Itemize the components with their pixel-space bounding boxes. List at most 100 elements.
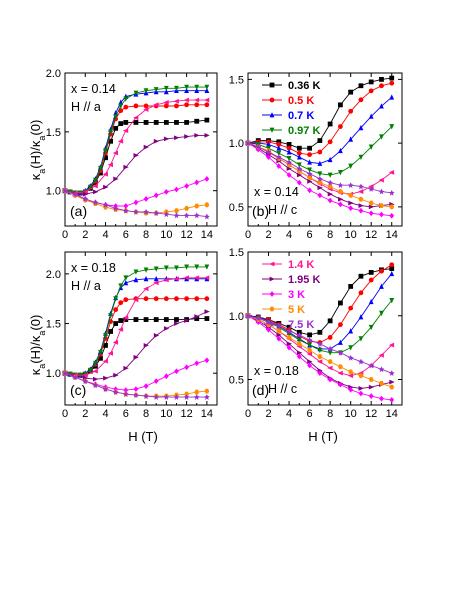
panel-c-series-5-point (102, 358, 108, 364)
panel-c-series-6-point (184, 318, 190, 323)
panel-d-series-7-point (348, 386, 354, 393)
panel-a-series-1-point (184, 120, 189, 125)
panel-c-series-1-point (204, 316, 210, 321)
panel-b: 0 2 4 6 8 10 12 14 0.5 1.0 1.5 x = 0.14 H // c(b) 0.3… (229, 72, 403, 241)
panel-d-series-6-point (389, 379, 395, 385)
panel-a-series-6-point (123, 164, 129, 170)
panel-b-series-8-point (358, 196, 364, 202)
panel-c-series-6-point (113, 372, 119, 378)
panel-c-series-9-point (183, 394, 190, 400)
panel-d-series-9-point (316, 340, 323, 347)
panel-b-series-9-point (255, 144, 262, 150)
panel-a-series-8-point (184, 205, 189, 211)
panel-b-xtick-label: 14 (386, 229, 398, 241)
panel-c-series-3-point (153, 275, 159, 282)
panel-c-series-6-point (123, 365, 129, 371)
panel-c-series-1-point (174, 317, 179, 322)
panel-c-annotation: H // a (71, 279, 101, 293)
panel-c-series-5-point (107, 350, 113, 356)
panel-b-series-3-point (338, 147, 343, 154)
panel-a-series-7-point (174, 186, 179, 193)
panel-c-series-9-point (143, 393, 149, 399)
panel-c-series-2-line (64, 298, 207, 376)
panel-d-series-5-point (378, 352, 384, 358)
panel-b-series-5-point (358, 189, 364, 194)
panel-b-series-9-point (327, 179, 334, 186)
panel-d-xtick-label: 8 (327, 408, 333, 420)
panel-c-series-6-point (153, 333, 160, 338)
panel-b-series-1-point (307, 145, 312, 151)
panel-a-series-4-point (174, 85, 179, 92)
panel-a-series-2-point (163, 103, 169, 109)
panel-c-series-9-point (112, 389, 119, 395)
panel-c-series-2-point (153, 296, 159, 302)
panel-c-series-9-point (102, 386, 109, 393)
panel-c-series-4-point (93, 360, 98, 367)
panel-a-series-1-point (108, 138, 113, 144)
panel-d-series-7-point (307, 362, 312, 369)
panel-a-series-9-point (153, 210, 160, 216)
panel-d-series-5-point (337, 370, 343, 376)
panel-c-series-6-point (204, 309, 210, 315)
panel-c-series-1-point (118, 318, 124, 323)
panel-d-series-5-point (388, 342, 395, 348)
panel-c-series-9-point (153, 394, 160, 400)
panel-c-series-1-point (108, 329, 113, 334)
panel-a-series-9-point (112, 205, 119, 212)
panel-a-series-1-point (103, 155, 108, 161)
panel-c-xtick-label: 0 (62, 408, 68, 420)
panel-d-series-1-point (389, 266, 395, 271)
panel-d-series-4-point (368, 324, 374, 331)
panel-b-series-4-point (317, 171, 323, 177)
panel-b-series-4-point (307, 167, 312, 173)
panel-a-series-9-point (72, 191, 79, 198)
panel-d-series-3-point (368, 298, 374, 305)
panel-b-legend-label: 0.97 K (288, 125, 320, 137)
panel-c-xtick-label: 2 (82, 408, 88, 420)
panel-d-series-9-point (347, 354, 354, 361)
panel-c-frame (64, 251, 218, 406)
panel-a-series-2-point (194, 102, 200, 108)
panel-c-series-2-point (184, 296, 190, 302)
panel-d-series-4-point (307, 342, 312, 348)
panel-a-series-8-point (174, 208, 179, 214)
panel-a-series-4-point (163, 85, 169, 92)
panel-c-series-7-point (204, 357, 210, 364)
panel-c-series-8-point (204, 388, 210, 394)
panel-c-series-1-point (123, 317, 129, 322)
panel-d-ytick-label: 1.0 (229, 311, 244, 323)
panel-d-xtick-label: 12 (365, 408, 377, 420)
panel-d-series-2-point (368, 277, 374, 283)
panel-c-series-1-point (163, 317, 169, 322)
panel-a-series-9-point (173, 212, 180, 219)
panel-b-series-7-point (379, 211, 384, 218)
panel-a-series-1-point (133, 120, 139, 125)
panel-b-series-4-point (389, 124, 395, 130)
panel-d-series-1-point (348, 284, 354, 289)
panel-a-series-6-point (82, 191, 89, 197)
panel-d-xtick-label: 10 (345, 408, 357, 420)
panel-c-series-2-point (204, 296, 210, 302)
panel-b-series-9-point (347, 182, 354, 189)
panel-c-series-6-point (133, 354, 139, 360)
panel-d-series-7-point (317, 370, 323, 377)
panel-a-series-2-point (143, 103, 149, 109)
panel-c-series-5-point (163, 277, 169, 283)
panel-c-series-2-point (194, 296, 200, 302)
panel-c-series-4-point (133, 269, 139, 275)
panel-c-series-9-point (82, 378, 89, 385)
panel-a-series-7-point (194, 179, 200, 186)
panel-c: 0 2 4 6 8 10 12 14 1.0 1.5 2.0 x = 0.18 H // a (c) (46, 251, 218, 420)
panel-b-legend-label: 0.7 K (288, 110, 314, 122)
panel-b-series-5-point (388, 170, 395, 175)
panel-d-series-7-point (255, 319, 261, 326)
panel-d-series-3-point (389, 270, 395, 277)
panel-b-series-7-point (317, 192, 323, 199)
panel-a-series-9-point (203, 213, 210, 220)
panel-c-series-5-point (112, 340, 119, 345)
panel-d-legend-label: 1.4 K (288, 259, 314, 271)
panel-d-series-7-point (276, 335, 282, 342)
panel-c-series-7-point (174, 368, 179, 375)
panel-a-series-6-point (113, 176, 119, 182)
panel-d-legend-marker (269, 306, 275, 312)
